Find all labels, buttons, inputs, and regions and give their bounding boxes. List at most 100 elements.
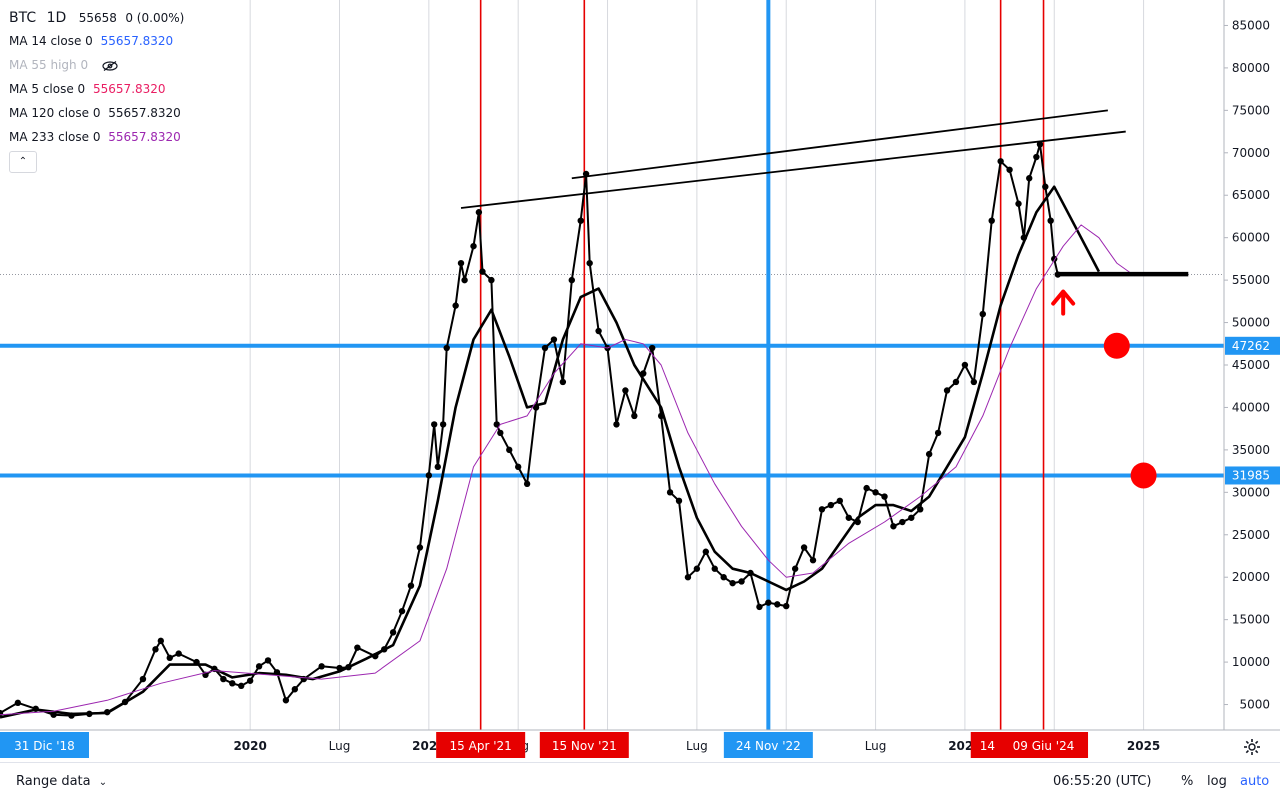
price-point (14, 699, 22, 707)
price-point (890, 523, 897, 530)
price-tick-label: 55000 (1232, 273, 1270, 287)
price-point (711, 565, 718, 572)
ma233-value: 55657.8320 (108, 130, 181, 144)
price-point (1033, 153, 1040, 161)
price-point (818, 506, 826, 513)
target-dot (1103, 332, 1130, 359)
price-point (1042, 183, 1049, 190)
price-series (0, 141, 1135, 719)
price-level-tag (1225, 466, 1280, 485)
vertical-markers (479, 0, 1045, 730)
percent-toggle[interactable]: % (1181, 774, 1194, 789)
price-point (1006, 166, 1013, 173)
price-point (255, 663, 263, 670)
price-point (649, 344, 656, 352)
red-date-tag-bg (539, 732, 629, 758)
price-point (246, 677, 254, 684)
time-tick-label: Lug (686, 739, 708, 753)
ma5-value: 55657.8320 (93, 82, 166, 96)
price-point (416, 544, 424, 551)
time-tick-label: 2025 (1127, 739, 1160, 753)
red-date-tag: 15 Nov '21 (552, 739, 617, 753)
settings-gear-icon[interactable] (1242, 737, 1262, 757)
price-point (488, 276, 495, 284)
price-point (354, 644, 361, 651)
price-point (497, 429, 504, 437)
price-point (783, 602, 790, 610)
blue-date-tag-bg (723, 732, 813, 758)
price-point (622, 387, 629, 394)
price-tick-label: 65000 (1232, 188, 1270, 202)
trend-lines (460, 109, 1189, 277)
price-tick-label: 50000 (1232, 316, 1270, 330)
price-point (961, 361, 969, 369)
price-point (613, 421, 620, 428)
price-point (514, 463, 522, 471)
price-level-label: 47262 (1232, 339, 1270, 353)
price-change: 0 (0.00%) (125, 11, 185, 25)
price-point (899, 518, 906, 526)
price-point (577, 217, 584, 224)
ma-purple-line (0, 224, 1135, 716)
range-data-button[interactable]: Range data ⌄ (16, 774, 107, 789)
log-toggle[interactable]: log (1207, 774, 1227, 789)
red-date-tag: 15 Apr '21 (450, 739, 512, 753)
price-point (1015, 200, 1022, 207)
price-point (461, 276, 468, 284)
price-point (702, 548, 710, 555)
price-point (425, 472, 433, 479)
price-point (836, 497, 844, 505)
price-point (684, 574, 692, 581)
price-point (756, 603, 763, 611)
price-point (457, 259, 465, 267)
price-point (550, 336, 558, 343)
legend-ma5[interactable]: MA 5 close 0 55657.8320 (9, 82, 166, 96)
price-point (774, 601, 781, 608)
ma14-label: MA 14 close 0 (9, 34, 93, 48)
price-point (800, 544, 808, 551)
price-point (479, 268, 486, 275)
red-date-tag-bg (436, 732, 526, 758)
price-point (693, 565, 701, 572)
symbol-label[interactable]: BTC (9, 10, 37, 26)
price-point (675, 497, 683, 505)
legend-ma14[interactable]: MA 14 close 0 55657.8320 (9, 34, 173, 48)
price-point (220, 675, 227, 683)
eye-hidden-icon[interactable] (102, 60, 118, 71)
legend-ma120[interactable]: MA 120 close 0 55657.8320 (9, 106, 181, 120)
price-point (1036, 141, 1044, 148)
price-point (407, 582, 415, 589)
time-tick-label: 2020 (233, 739, 266, 753)
price-point (881, 493, 888, 500)
ma120-label: MA 120 close 0 (9, 106, 101, 120)
price-point (979, 310, 986, 318)
interval-label[interactable]: 1D (46, 10, 67, 26)
price-point (559, 378, 567, 386)
price-point (827, 501, 835, 509)
price-point (175, 650, 182, 657)
price-tick-label: 35000 (1232, 443, 1270, 457)
time-tick-label: Lug (865, 739, 887, 753)
red-date-tag-bg (999, 732, 1089, 758)
price-tick-label: 10000 (1232, 655, 1270, 669)
price-point (729, 579, 736, 587)
ma5-label: MA 5 close 0 (9, 82, 86, 96)
collapse-legend-button[interactable]: ⌃ (9, 151, 37, 173)
price-point (720, 574, 727, 581)
price-point (586, 259, 593, 267)
price-point (282, 697, 290, 704)
auto-toggle[interactable]: auto (1240, 774, 1270, 789)
price-point (845, 514, 852, 521)
price-point (238, 682, 245, 690)
chevron-down-icon: ⌄ (98, 777, 108, 788)
legend-ma55[interactable]: MA 55 high 0 (9, 58, 118, 72)
price-axis-bg (1224, 0, 1280, 730)
price-point (389, 629, 397, 636)
utc-clock[interactable]: 06:55:20 (UTC) (1053, 774, 1152, 789)
ma-black-line (0, 185, 1101, 719)
bottom-toolbar: Range data ⌄ 06:55:20 (UTC) % log auto (0, 762, 1280, 801)
legend-ma233[interactable]: MA 233 close 0 55657.8320 (9, 130, 181, 144)
time-tick-label: Lug (329, 739, 351, 753)
price-point (139, 675, 147, 683)
